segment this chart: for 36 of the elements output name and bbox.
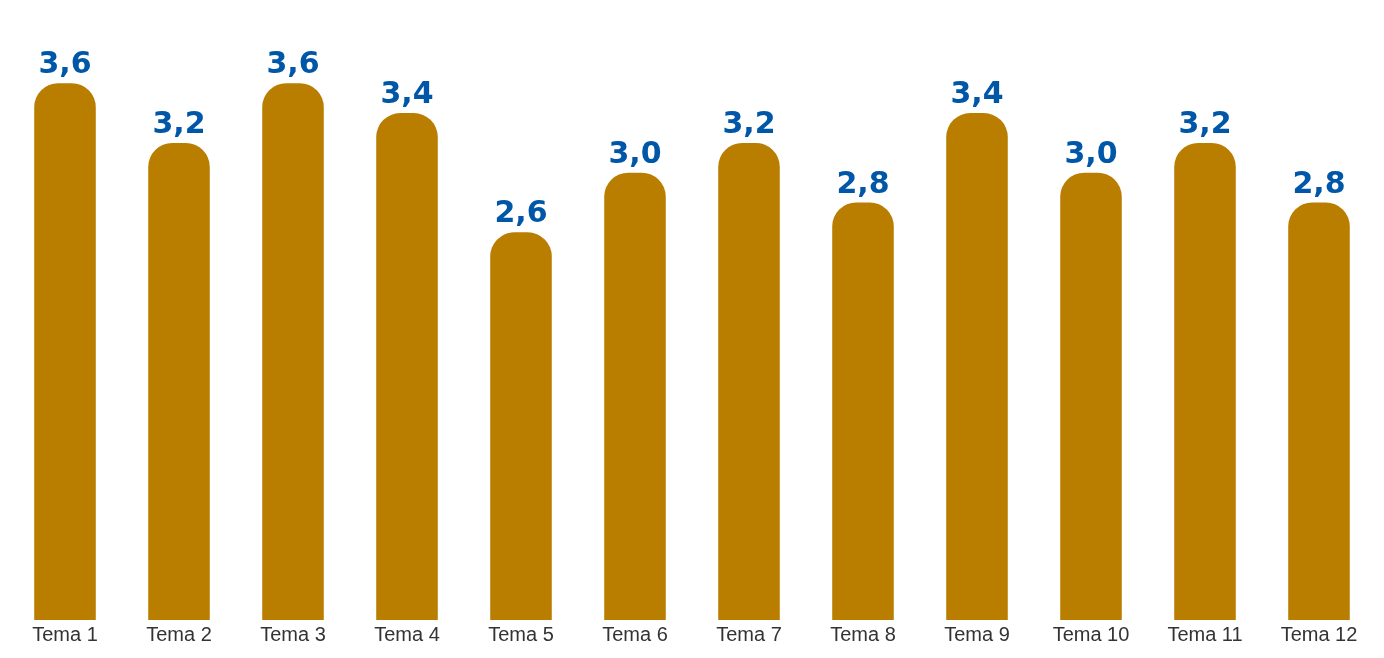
data-label: 3,2: [1178, 104, 1232, 140]
data-label: 2,6: [494, 194, 548, 230]
bar: [1288, 202, 1350, 620]
bar: [604, 172, 666, 620]
x-tick-label: Tema 1: [32, 623, 98, 645]
data-label: 2,8: [1292, 164, 1346, 200]
x-tick-label: Tema 12: [1280, 623, 1358, 645]
bar: [490, 232, 552, 620]
bar: [1174, 142, 1236, 620]
bar: [832, 202, 894, 620]
x-tick-label: Tema 8: [830, 623, 896, 645]
x-tick-label: Tema 5: [488, 623, 554, 645]
data-label: 3,0: [1064, 134, 1118, 170]
data-label: 2,8: [836, 164, 890, 200]
x-tick-label: Tema 7: [716, 623, 782, 645]
data-label: 3,4: [950, 75, 1004, 111]
x-tick-label: Tema 9: [944, 623, 1010, 645]
bar: [262, 83, 324, 620]
data-label: 3,0: [608, 134, 662, 170]
data-label: 3,2: [722, 104, 776, 140]
bar: [376, 113, 438, 620]
data-label: 3,6: [266, 45, 320, 81]
bar: [1060, 172, 1122, 620]
x-tick-label: Tema 3: [260, 623, 326, 645]
x-tick-label: Tema 2: [146, 623, 212, 645]
bar: [148, 142, 210, 620]
data-label: 3,4: [380, 75, 434, 111]
data-label: 3,6: [38, 45, 92, 81]
bar: [34, 83, 96, 620]
bar: [718, 142, 780, 620]
x-tick-label: Tema 10: [1052, 623, 1130, 645]
bar: [946, 113, 1008, 620]
x-tick-label: Tema 4: [374, 623, 440, 645]
x-tick-label: Tema 11: [1167, 623, 1243, 645]
x-tick-label: Tema 6: [602, 623, 668, 645]
data-label: 3,2: [152, 104, 206, 140]
